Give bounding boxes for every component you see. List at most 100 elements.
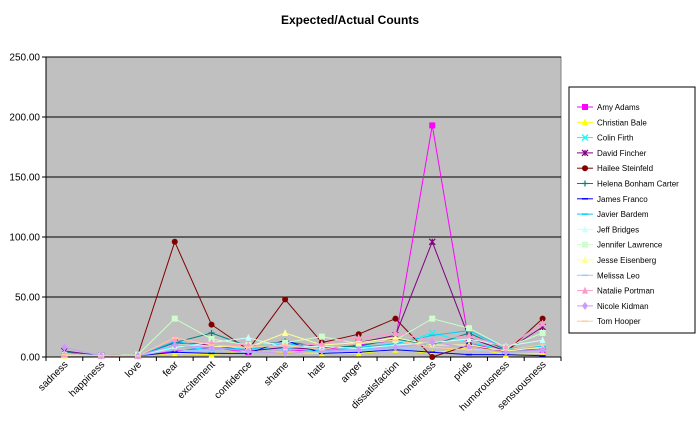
series-line <box>64 342 543 357</box>
legend-item: Hailee Steinfeld <box>577 164 653 173</box>
data-point <box>502 343 509 351</box>
data-point <box>539 330 546 336</box>
plot-background <box>45 56 562 358</box>
data-point <box>429 122 436 129</box>
data-point <box>539 345 546 354</box>
legend-item: Nicole Kidman <box>577 301 649 311</box>
legend-label: Melissa Leo <box>597 271 640 280</box>
data-point <box>282 296 289 303</box>
data-point <box>582 241 588 248</box>
data-point <box>466 335 473 342</box>
legend-item: Melissa Leo <box>577 271 640 280</box>
legend-label: Jeff Bridges <box>597 225 639 234</box>
legend-label: Nicole Kidman <box>597 302 649 311</box>
legend-label: Amy Adams <box>597 103 640 112</box>
legend-item: Helena Bonham Carter <box>577 180 679 189</box>
data-point <box>466 325 473 332</box>
legend-label: Jesse Eisenberg <box>597 256 656 265</box>
data-point <box>582 301 588 310</box>
legend-label: Javier Bardem <box>597 210 649 219</box>
legend-item: Tom Hooper <box>577 317 641 326</box>
legend-label: Helena Bonham Carter <box>597 180 679 189</box>
chart-title: Expected/Actual Counts <box>280 13 420 27</box>
data-point <box>428 238 436 246</box>
data-point <box>581 149 589 157</box>
data-point <box>582 104 588 110</box>
y-tick-label: 250.00 <box>9 53 40 64</box>
data-point <box>318 339 325 347</box>
data-point <box>392 333 399 341</box>
data-point <box>61 343 68 352</box>
data-point <box>582 180 588 187</box>
data-point <box>429 338 436 347</box>
x-tick-label: happiness <box>67 359 107 399</box>
data-point <box>539 319 546 327</box>
legend-item: David Fincher <box>577 149 647 158</box>
x-tick-label: excitement <box>176 359 218 401</box>
legend-item: Jeff Bridges <box>577 225 639 234</box>
data-point <box>282 329 289 336</box>
data-point <box>355 345 362 354</box>
x-tick-label: anger <box>339 359 365 385</box>
plot-area <box>45 56 562 358</box>
data-point <box>392 343 399 352</box>
legend-label: Jennifer Lawrence <box>597 241 663 250</box>
data-point <box>208 321 215 328</box>
data-point <box>392 329 399 336</box>
legend-item: Jesse Eisenberg <box>577 256 656 265</box>
legend-label: Christian Bale <box>597 118 647 127</box>
series-line <box>64 337 543 357</box>
legend-item: Natalie Portman <box>577 286 654 296</box>
legend: Amy Adams Christian Bale Colin Firth David … <box>568 86 696 334</box>
data-point <box>582 165 588 172</box>
x-tick-label: pride <box>452 359 476 383</box>
x-tick-label: shame <box>262 359 291 388</box>
legend-item: Jennifer Lawrence <box>577 241 663 250</box>
data-point <box>581 134 589 142</box>
data-point <box>355 333 362 341</box>
data-point <box>171 238 178 245</box>
data-point <box>539 336 546 344</box>
legend-label: Natalie Portman <box>597 287 654 296</box>
x-tick-label: loneliness <box>399 359 438 398</box>
data-point <box>582 225 588 233</box>
data-point <box>208 338 215 346</box>
series-tom-hooper <box>61 337 546 357</box>
data-point <box>245 333 252 341</box>
y-tick-label: 0.00 <box>21 353 41 364</box>
x-tick-label: love <box>123 359 144 380</box>
data-point <box>539 315 546 322</box>
data-point <box>245 341 252 348</box>
y-tick-label: 200.00 <box>9 113 40 124</box>
data-point <box>392 315 399 322</box>
data-point <box>171 341 178 349</box>
legend-item: Colin Firth <box>577 134 633 143</box>
legend-item: Javier Bardem <box>577 210 649 219</box>
data-point <box>582 286 588 294</box>
legend-item: James Franco <box>577 195 648 204</box>
data-point <box>171 315 178 322</box>
data-point <box>245 347 252 355</box>
legend-item: Amy Adams <box>577 103 640 112</box>
data-point <box>208 330 215 336</box>
series-line <box>64 317 543 357</box>
y-tick-label: 100.00 <box>9 233 40 244</box>
x-tick-label: sadness <box>36 359 70 393</box>
data-point <box>582 256 588 263</box>
data-point <box>429 354 436 360</box>
data-point <box>582 118 588 126</box>
legend-label: James Franco <box>597 195 648 204</box>
legend-label: Tom Hooper <box>597 317 641 326</box>
legend-label: Colin Firth <box>597 134 633 143</box>
legend-label: Hailee Steinfeld <box>597 164 653 173</box>
series-lines <box>60 122 547 360</box>
data-point <box>282 349 289 358</box>
x-tick-label: hate <box>306 359 328 381</box>
x-tick-label: confidence <box>212 359 254 401</box>
y-tick-label: 50.00 <box>15 293 40 304</box>
data-point <box>466 331 473 339</box>
x-tick-label: fear <box>161 359 181 379</box>
legend-box <box>568 86 696 334</box>
